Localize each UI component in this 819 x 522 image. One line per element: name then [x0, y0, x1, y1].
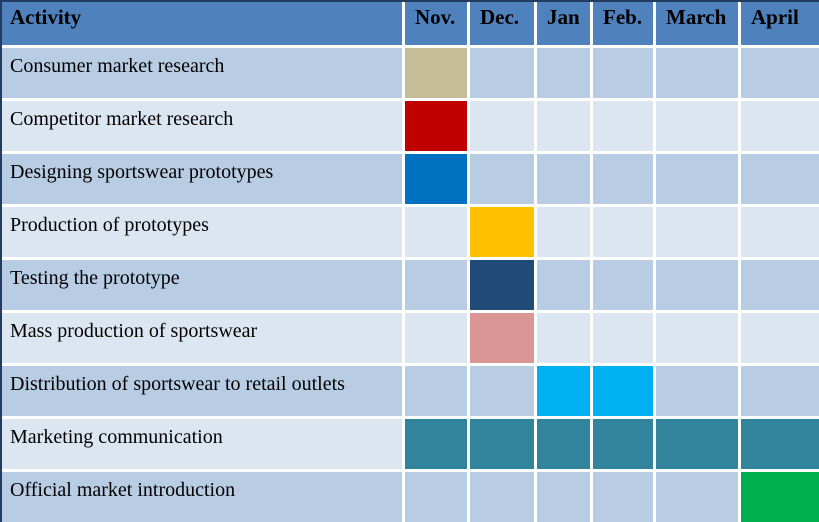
activity-label: Competitor market research [0, 101, 402, 151]
table-row: Mass production of sportswear [0, 313, 819, 363]
gantt-bar-cell [405, 154, 467, 204]
gantt-empty-cell [741, 207, 819, 257]
activity-label: Production of prototypes [0, 207, 402, 257]
table-row: Designing sportswear prototypes [0, 154, 819, 204]
gantt-empty-cell [537, 154, 590, 204]
table-row: Distribution of sportswear to retail out… [0, 366, 819, 416]
table-row: Consumer market research [0, 48, 819, 98]
gantt-empty-cell [741, 101, 819, 151]
month-column-header: March [656, 0, 738, 45]
gantt-bar-cell [405, 48, 467, 98]
table-row: Marketing communication [0, 419, 819, 469]
gantt-empty-cell [656, 101, 738, 151]
gantt-bar-cell [593, 366, 653, 416]
gantt-empty-cell [470, 101, 534, 151]
gantt-empty-cell [405, 207, 467, 257]
gantt-empty-cell [593, 101, 653, 151]
gantt-bar-cell [537, 419, 590, 469]
month-column-header: April [741, 0, 819, 45]
gantt-empty-cell [593, 472, 653, 522]
activity-label: Marketing communication [0, 419, 402, 469]
gantt-empty-cell [470, 366, 534, 416]
gantt-bar-cell [470, 207, 534, 257]
gantt-bar-cell [470, 313, 534, 363]
table-row: Production of prototypes [0, 207, 819, 257]
activity-label: Mass production of sportswear [0, 313, 402, 363]
gantt-empty-cell [537, 48, 590, 98]
gantt-bar-cell [470, 260, 534, 310]
activity-label: Consumer market research [0, 48, 402, 98]
gantt-empty-cell [537, 101, 590, 151]
activity-column-header: Activity [0, 0, 402, 45]
gantt-empty-cell [470, 472, 534, 522]
gantt-empty-cell [405, 260, 467, 310]
gantt-empty-cell [405, 472, 467, 522]
table-row: Testing the prototype [0, 260, 819, 310]
gantt-empty-cell [656, 366, 738, 416]
gantt-empty-cell [741, 260, 819, 310]
month-column-header: Dec. [470, 0, 534, 45]
gantt-empty-cell [537, 313, 590, 363]
header-row: Activity Nov. Dec. Jan Feb. March April [0, 0, 819, 45]
gantt-bar-cell [405, 419, 467, 469]
gantt-empty-cell [741, 154, 819, 204]
gantt-empty-cell [593, 154, 653, 204]
month-column-header: Jan [537, 0, 590, 45]
gantt-empty-cell [593, 260, 653, 310]
gantt-empty-cell [537, 260, 590, 310]
gantt-empty-cell [656, 48, 738, 98]
gantt-empty-cell [537, 472, 590, 522]
gantt-empty-cell [656, 207, 738, 257]
table-row: Official market introduction [0, 472, 819, 522]
gantt-bar-cell [741, 472, 819, 522]
gantt-empty-cell [656, 472, 738, 522]
gantt-empty-cell [593, 48, 653, 98]
gantt-bar-cell [470, 419, 534, 469]
gantt-empty-cell [656, 313, 738, 363]
activity-label: Testing the prototype [0, 260, 402, 310]
gantt-bar-cell [741, 419, 819, 469]
gantt-empty-cell [593, 207, 653, 257]
activity-label: Designing sportswear prototypes [0, 154, 402, 204]
gantt-empty-cell [537, 207, 590, 257]
gantt-empty-cell [470, 48, 534, 98]
gantt-empty-cell [405, 366, 467, 416]
gantt-empty-cell [470, 154, 534, 204]
month-column-header: Nov. [405, 0, 467, 45]
gantt-empty-cell [656, 154, 738, 204]
gantt-bar-cell [405, 101, 467, 151]
activity-label: Official market introduction [0, 472, 402, 522]
month-column-header: Feb. [593, 0, 653, 45]
activity-label: Distribution of sportswear to retail out… [0, 366, 402, 416]
gantt-empty-cell [405, 313, 467, 363]
gantt-bar-cell [656, 419, 738, 469]
gantt-empty-cell [741, 366, 819, 416]
gantt-empty-cell [741, 48, 819, 98]
gantt-empty-cell [656, 260, 738, 310]
gantt-empty-cell [593, 313, 653, 363]
gantt-bar-cell [593, 419, 653, 469]
table-row: Competitor market research [0, 101, 819, 151]
gantt-bar-cell [537, 366, 590, 416]
gantt-empty-cell [741, 313, 819, 363]
